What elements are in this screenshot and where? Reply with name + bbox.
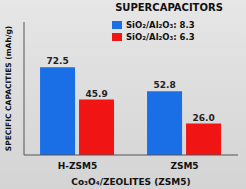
- svg-text:SPECIFIC CAPACITIES (mAh/g): SPECIFIC CAPACITIES (mAh/g): [4, 26, 13, 152]
- html-text:SiO₂/Al₂O₃: 8.3: SiO₂/Al₂O₃: 8.3: [126, 20, 195, 30]
- svg-text:26.0: 26.0: [192, 113, 214, 123]
- html-text:SiO₂/Al₂O₃: 6.3: SiO₂/Al₂O₃: 6.3: [126, 32, 195, 42]
- svg-text:Co₃O₄/ZEOLITES (ZSM5): Co₃O₄/ZEOLITES (ZSM5): [71, 177, 190, 187]
- svg-text:45.9: 45.9: [85, 89, 107, 99]
- svg-text:52.8: 52.8: [153, 80, 175, 90]
- svg-text:72.5: 72.5: [46, 56, 68, 66]
- html-text:SUPERCAPACITORS: SUPERCAPACITORS: [115, 2, 223, 13]
- svg-text:ZSM5: ZSM5: [170, 161, 198, 171]
- svg-text:H-ZSM5: H-ZSM5: [58, 161, 98, 171]
